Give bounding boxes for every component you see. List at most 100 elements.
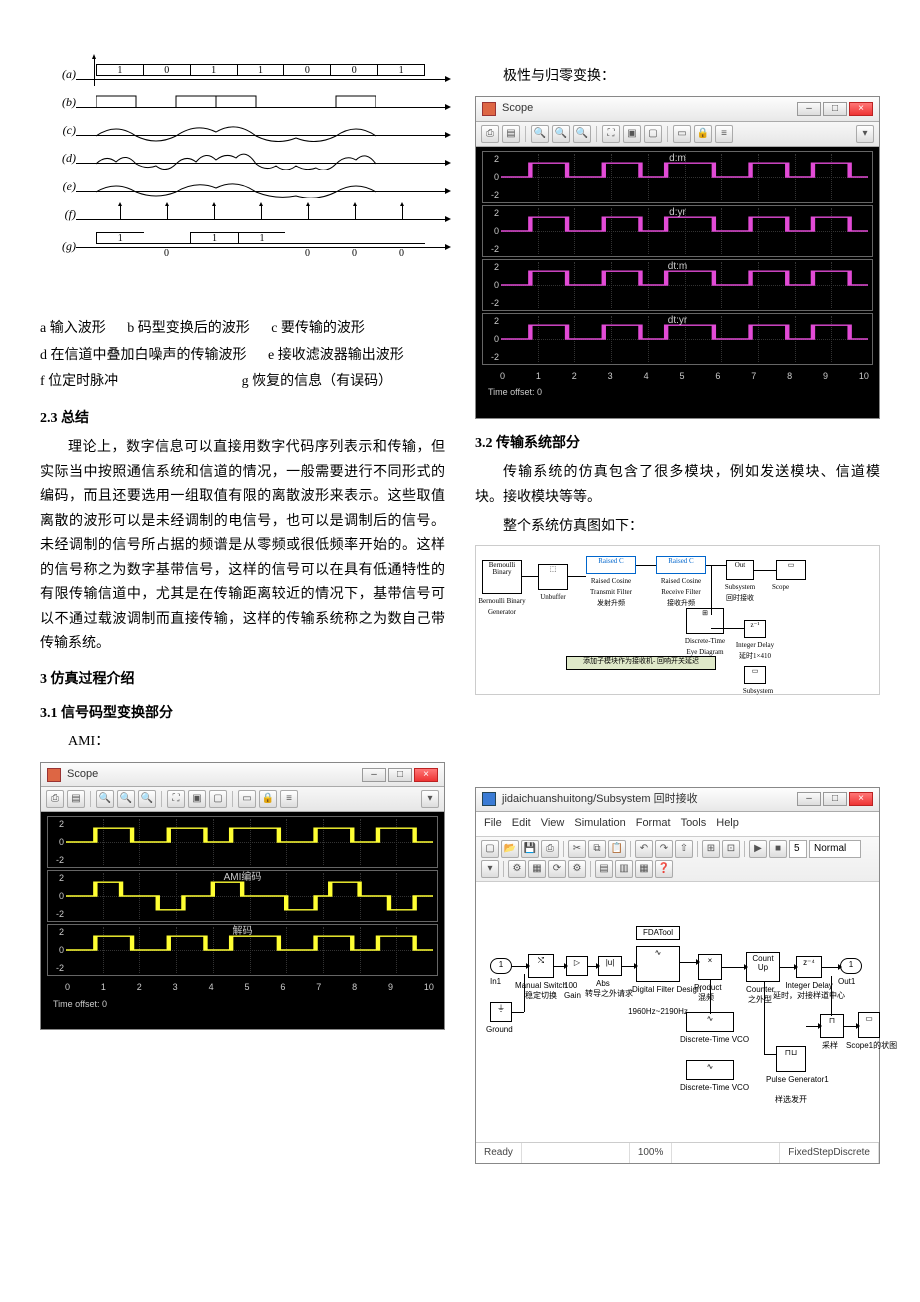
- refresh-icon[interactable]: ⟳: [548, 860, 566, 878]
- lock-icon[interactable]: 🔒: [694, 125, 712, 143]
- menu-view[interactable]: View: [541, 815, 565, 833]
- block-sample[interactable]: ⊓: [820, 1014, 844, 1038]
- help-icon[interactable]: ❓: [655, 860, 673, 878]
- scope-time-offset: Time offset: 0: [47, 995, 438, 1013]
- autoscale-icon[interactable]: ⛶: [167, 790, 185, 808]
- paste-icon[interactable]: 📋: [608, 840, 626, 858]
- block-pulse-gen[interactable]: ⊓⊔: [776, 1046, 806, 1072]
- close-button[interactable]: ×: [849, 792, 873, 806]
- redo-icon[interactable]: ↷: [655, 840, 673, 858]
- restore-axes-icon[interactable]: ▢: [644, 125, 662, 143]
- lock-icon[interactable]: 🔒: [259, 790, 277, 808]
- caption-e: e 接收滤波器输出波形: [268, 348, 404, 363]
- restore-axes-icon[interactable]: ▢: [209, 790, 227, 808]
- block-integer-delay[interactable]: z⁻⁴: [796, 956, 822, 978]
- block-vco2[interactable]: ∿: [686, 1060, 734, 1080]
- float-icon[interactable]: ▭: [238, 790, 256, 808]
- mode-dropdown-icon[interactable]: ▾: [481, 860, 499, 878]
- signal-sel-icon[interactable]: ≡: [715, 125, 733, 143]
- zoom-icon[interactable]: 🔍: [531, 125, 549, 143]
- menu-help[interactable]: Help: [716, 815, 739, 833]
- zoom-icon[interactable]: 🔍: [96, 790, 114, 808]
- params-icon[interactable]: ▤: [67, 790, 85, 808]
- target-icon[interactable]: ▦: [528, 860, 546, 878]
- maximize-button[interactable]: □: [823, 102, 847, 116]
- sim-mode-select[interactable]: Normal: [809, 840, 861, 858]
- waveform-captions: a 输入波形 b 码型变换后的波形 c 要传输的波形 d 在信道中叠加白噪声的传…: [40, 316, 445, 396]
- menu-simulation[interactable]: Simulation: [574, 815, 625, 833]
- save-axes-icon[interactable]: ▣: [188, 790, 206, 808]
- model-icon[interactable]: ▥: [615, 860, 633, 878]
- block-out1[interactable]: 1: [840, 958, 862, 974]
- block-product[interactable]: ×: [698, 954, 722, 980]
- menu-format[interactable]: Format: [636, 815, 671, 833]
- minimize-button[interactable]: –: [362, 768, 386, 782]
- block-counter[interactable]: Count Up: [746, 952, 780, 982]
- status-solver: FixedStepDiscrete: [780, 1143, 879, 1163]
- block-bernoulli: BernoulliBinary: [482, 560, 522, 594]
- simulink-menubar[interactable]: File Edit View Simulation Format Tools H…: [476, 812, 879, 837]
- block-abs[interactable]: |u|: [598, 956, 622, 976]
- find-icon[interactable]: ▦: [635, 860, 653, 878]
- simulink-canvas[interactable]: 1 In1 ⤭ Manual Switch 稳定切换 ⏚ Ground ▷ 10…: [476, 882, 879, 1142]
- wave-label-g: (g): [50, 237, 76, 256]
- menu-file[interactable]: File: [484, 815, 502, 833]
- config-icon[interactable]: ⚙: [568, 860, 586, 878]
- zoom-y-icon[interactable]: 🔍: [138, 790, 156, 808]
- block-sub-out: Out: [726, 560, 754, 580]
- block-ground[interactable]: ⏚: [490, 1002, 512, 1022]
- wave-label-d: (d): [50, 149, 76, 168]
- block-gain[interactable]: ▷: [566, 956, 588, 976]
- browser-icon[interactable]: ⊞: [702, 840, 720, 858]
- print-icon[interactable]: ⎙: [46, 790, 64, 808]
- save-axes-icon[interactable]: ▣: [623, 125, 641, 143]
- minimize-button[interactable]: –: [797, 792, 821, 806]
- block-fdatool-label: FDATool: [636, 926, 680, 940]
- status-zoom: 100%: [630, 1143, 673, 1163]
- block-scope1[interactable]: ▭: [858, 1012, 880, 1038]
- zoom-x-icon[interactable]: 🔍: [552, 125, 570, 143]
- build-icon[interactable]: ⚙: [508, 860, 526, 878]
- dropdown-icon[interactable]: ▾: [856, 125, 874, 143]
- block-scope: ▭: [776, 560, 806, 580]
- ami-label: AMI：: [40, 731, 445, 753]
- dropdown-icon[interactable]: ▾: [421, 790, 439, 808]
- diagram-note: 添加子模块作为接收机- 回响开关延迟: [566, 656, 716, 670]
- save-icon[interactable]: 💾: [521, 840, 539, 858]
- maximize-button[interactable]: □: [823, 792, 847, 806]
- open-icon[interactable]: 📂: [501, 840, 519, 858]
- block-digital-filter[interactable]: ∿: [636, 946, 680, 982]
- debug-icon[interactable]: ⊡: [722, 840, 740, 858]
- undo-icon[interactable]: ↶: [635, 840, 653, 858]
- float-icon[interactable]: ▭: [673, 125, 691, 143]
- lib-icon[interactable]: ▤: [595, 860, 613, 878]
- sec-2-3-body: 理论上，数字信息可以直接用数字代码序列表示和传输，但实际当中按照通信系统和信道的…: [40, 436, 445, 657]
- block-manual-switch[interactable]: ⤭: [528, 954, 554, 978]
- close-button[interactable]: ×: [849, 102, 873, 116]
- new-icon[interactable]: ▢: [481, 840, 499, 858]
- menu-edit[interactable]: Edit: [512, 815, 531, 833]
- zoom-y-icon[interactable]: 🔍: [573, 125, 591, 143]
- cut-icon[interactable]: ✂: [568, 840, 586, 858]
- simulink-statusbar: Ready 100% FixedStepDiscrete: [476, 1142, 879, 1163]
- copy-icon[interactable]: ⧉: [588, 840, 606, 858]
- nav-up-icon[interactable]: ⇧: [675, 840, 693, 858]
- print-icon[interactable]: ⎙: [541, 840, 559, 858]
- caption-c: c 要传输的波形: [271, 321, 365, 336]
- menu-tools[interactable]: Tools: [681, 815, 707, 833]
- sec-3-title: 3 仿真过程介绍: [40, 669, 445, 691]
- block-in1[interactable]: 1: [490, 958, 512, 974]
- scope-title-text: Scope: [502, 100, 797, 118]
- stop-icon[interactable]: ■: [769, 840, 787, 858]
- block-vco1[interactable]: ∿: [686, 1012, 734, 1032]
- maximize-button[interactable]: □: [388, 768, 412, 782]
- params-icon[interactable]: ▤: [502, 125, 520, 143]
- stoptime-field[interactable]: 5: [789, 840, 807, 858]
- print-icon[interactable]: ⎙: [481, 125, 499, 143]
- minimize-button[interactable]: –: [797, 102, 821, 116]
- signal-sel-icon[interactable]: ≡: [280, 790, 298, 808]
- zoom-x-icon[interactable]: 🔍: [117, 790, 135, 808]
- autoscale-icon[interactable]: ⛶: [602, 125, 620, 143]
- close-button[interactable]: ×: [414, 768, 438, 782]
- play-icon[interactable]: ▶: [749, 840, 767, 858]
